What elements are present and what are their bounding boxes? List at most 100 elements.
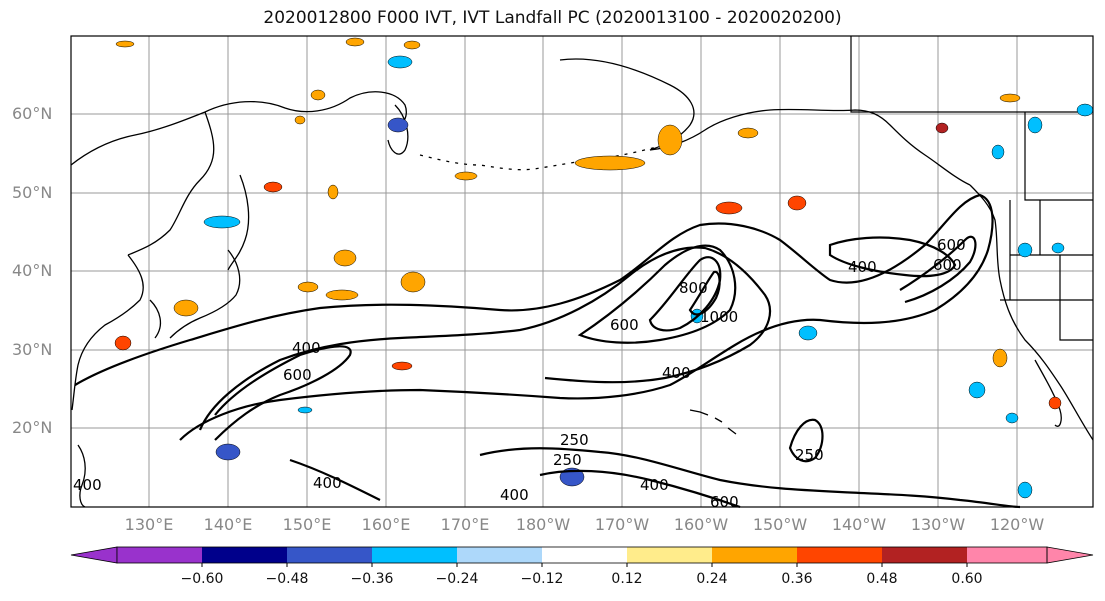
- plot-frame: [70, 35, 1094, 508]
- colorbar-extend-low: [70, 546, 118, 564]
- patch-neg: [1005, 412, 1019, 424]
- patch-pos: [403, 40, 421, 50]
- coast-baja: [1034, 359, 1062, 427]
- coast-hawaii: [689, 409, 737, 435]
- lat-label-40n: 40°N: [12, 261, 53, 280]
- patch-pos: [992, 348, 1008, 368]
- patch-pos: [325, 289, 359, 301]
- patch-neg: [968, 381, 986, 399]
- patch-pos: [574, 155, 646, 171]
- patch-neg: [559, 467, 585, 487]
- patch-pos: [115, 40, 135, 48]
- lon-label-160w: 160°W: [673, 515, 729, 534]
- contour-label: 400: [292, 339, 321, 357]
- colorbar-tick-label: 0.60: [951, 571, 983, 587]
- patch-neg: [1017, 242, 1033, 258]
- colorbar-bin: [882, 547, 967, 563]
- contour-600-a: [214, 345, 352, 441]
- coast-siberia: [70, 91, 407, 166]
- patch-neg: [387, 117, 409, 133]
- contour-400-c: [289, 458, 741, 509]
- coast-korea-china: [71, 254, 144, 411]
- ivt-contours: [74, 193, 1021, 509]
- lon-label-180w: 180°W: [515, 515, 571, 534]
- patch-pos: [787, 195, 807, 211]
- patch-pos: [327, 184, 339, 200]
- patch-pos: [333, 249, 357, 267]
- patch-neg: [1027, 116, 1043, 134]
- contour-label: 400: [73, 476, 102, 494]
- patch-pos: [454, 171, 478, 181]
- patch-neg: [1017, 481, 1033, 499]
- patch-pos: [310, 89, 326, 101]
- contour-label: 1000: [700, 308, 738, 326]
- contour-label: 400: [640, 476, 669, 494]
- patch-neg: [798, 325, 818, 341]
- coastlines: [70, 58, 1094, 508]
- colorbar-tick-label: 0.12: [611, 571, 643, 587]
- border-canada-box: [1024, 112, 1093, 201]
- contour-250-c: [788, 418, 824, 463]
- contour-label: 250: [560, 431, 589, 449]
- coast-korea: [149, 299, 162, 339]
- coast-philippines: [77, 444, 86, 508]
- coast-japan: [169, 249, 241, 339]
- patch-pos: [715, 201, 743, 215]
- contour-600-b: [577, 244, 737, 344]
- colorbar-bin: [202, 547, 287, 563]
- patch-pos: [114, 335, 132, 351]
- patch-neg: [991, 144, 1005, 160]
- contour-label: 600: [610, 316, 639, 334]
- lon-label-170e: 170°E: [440, 515, 490, 534]
- contour-400-b: [828, 236, 957, 278]
- lon-label-130e: 130°E: [124, 515, 174, 534]
- lon-label-150e: 150°E: [282, 515, 332, 534]
- colorbar-bin: [372, 547, 457, 563]
- border-us-states: [1009, 200, 1093, 341]
- graticule: [71, 36, 1093, 507]
- lat-label-30n: 30°N: [12, 340, 53, 359]
- contour-label: 600: [283, 366, 312, 384]
- contour-1000: [688, 270, 721, 316]
- patch-pos: [173, 299, 199, 317]
- pc-shading: [114, 37, 1094, 499]
- patch-pos: [999, 93, 1021, 103]
- lon-label-170w: 170°W: [594, 515, 650, 534]
- lat-label-60n: 60°N: [12, 104, 53, 123]
- map-title: 2020012800 F000 IVT, IVT Landfall PC (20…: [263, 8, 842, 28]
- patch-neg: [387, 55, 413, 69]
- contour-600-c: [899, 235, 977, 304]
- contour-label: 600: [937, 236, 966, 254]
- colorbar-bin: [457, 547, 542, 563]
- colorbar-bin: [967, 547, 1047, 563]
- patch-pos: [935, 122, 949, 134]
- borders: [850, 36, 1093, 341]
- colorbar-tick-label: −0.48: [265, 571, 309, 587]
- contour-label: 800: [679, 279, 708, 297]
- colorbar-tick-label: −0.12: [520, 571, 564, 587]
- patch-neg: [1051, 242, 1065, 254]
- contour-label: 600: [933, 256, 962, 274]
- coast-alaska: [559, 58, 971, 186]
- contour-label: 250: [795, 446, 824, 464]
- lon-label-120w: 120°W: [989, 515, 1045, 534]
- colorbar-frame: [116, 546, 1048, 564]
- patch-neg: [1076, 103, 1094, 117]
- patch-pos: [657, 124, 683, 156]
- colorbar-bin: [797, 547, 882, 563]
- coast-sakhalin: [227, 174, 250, 271]
- colorbar-tick-label: 0.36: [781, 571, 813, 587]
- lat-label-20n: 20°N: [12, 418, 53, 437]
- colorbar-bin: [542, 547, 627, 563]
- coast-okhotsk: [127, 111, 215, 256]
- colorbar-tick-label: 0.48: [866, 571, 898, 587]
- patch-pos: [391, 361, 413, 371]
- contour-250-a: [74, 193, 994, 441]
- coast-na-west: [969, 184, 1094, 441]
- lon-label-130w: 130°W: [910, 515, 966, 534]
- colorbar-tick-label: 0.24: [696, 571, 728, 587]
- colorbar-bin: [712, 547, 797, 563]
- patch-neg: [297, 406, 313, 414]
- patch-pos: [263, 181, 283, 193]
